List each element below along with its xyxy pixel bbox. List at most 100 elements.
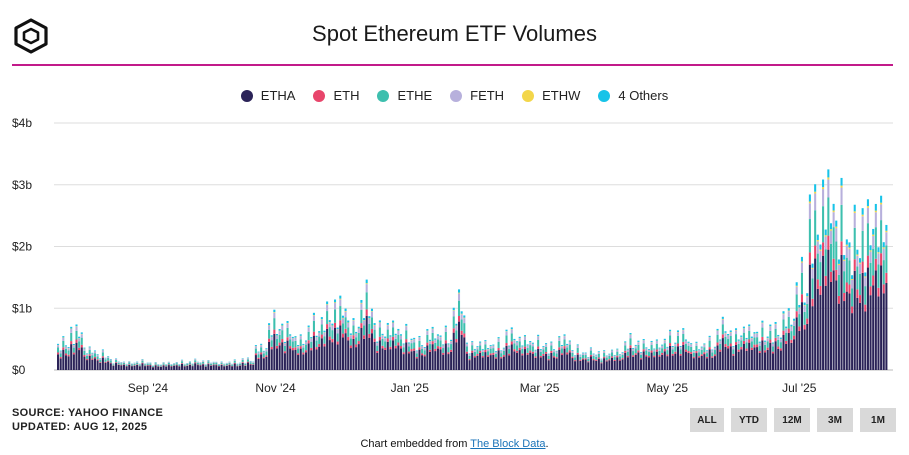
- bar-segment-others: [415, 350, 418, 352]
- bar-segment-feth: [93, 351, 96, 354]
- bar-segment-ethe: [705, 353, 709, 357]
- legend-item-ethe[interactable]: ETHE: [377, 88, 432, 103]
- bar-segment-ethe: [407, 346, 410, 352]
- bar-segment-ethe: [666, 350, 669, 355]
- bar-segment-others: [471, 341, 474, 343]
- bar-segment-feth: [299, 336, 302, 340]
- bar-segment-feth: [165, 364, 168, 366]
- range-all-button[interactable]: ALL: [690, 408, 724, 432]
- bar-segment-ethe: [645, 350, 648, 355]
- bar-segment-ethe: [199, 363, 202, 365]
- bar-segment-others: [257, 351, 260, 353]
- legend-item-feth[interactable]: FETH: [450, 88, 504, 103]
- bar-segment-ethe: [368, 323, 371, 334]
- bar-segment-others: [800, 256, 803, 262]
- bar-segment-etha: [423, 356, 426, 370]
- bar-segment-etha: [125, 366, 128, 370]
- bar-segment-others: [597, 351, 600, 353]
- bar-segment-eth: [450, 349, 453, 352]
- bar-segment-others: [558, 336, 561, 338]
- bar-segment-eth: [537, 346, 540, 349]
- bar-segment-eth: [713, 354, 716, 357]
- bar-segment-ethe: [764, 344, 767, 351]
- bar-segment-feth: [621, 353, 624, 355]
- bar-segment-etha: [822, 255, 825, 370]
- bar-segment-ethe: [761, 327, 764, 337]
- bar-segment-eth: [787, 328, 790, 333]
- bar-segment-others: [373, 323, 376, 325]
- range-1m-button[interactable]: 1M: [860, 408, 896, 432]
- bar-segment-ethe: [853, 227, 856, 260]
- bar-segment-eth: [67, 354, 70, 357]
- range-ytd-button[interactable]: YTD: [731, 408, 767, 432]
- bar-segment-eth: [508, 353, 511, 356]
- range-3m-button[interactable]: 3M: [817, 408, 853, 432]
- range-12m-button[interactable]: 12M: [774, 408, 810, 432]
- bar-segment-others: [270, 335, 273, 337]
- bar-segment-ethe: [463, 323, 466, 334]
- bar-segment-ethe: [806, 303, 809, 319]
- bar-segment-ethw: [787, 310, 790, 312]
- bar-segment-etha: [436, 348, 439, 370]
- bar-segment-ethe: [217, 364, 220, 366]
- bar-segment-etha: [816, 288, 819, 370]
- bar-segment-etha: [798, 330, 801, 370]
- bar-segment-eth: [210, 365, 213, 366]
- bar-segment-others: [872, 228, 875, 235]
- bar-segment-others: [853, 204, 856, 212]
- bar-segment-eth: [291, 347, 294, 351]
- bar-segment-ethw: [840, 185, 843, 188]
- bar-segment-others: [779, 337, 782, 339]
- bar-segment-ethe: [413, 342, 416, 349]
- legend-item-eth[interactable]: ETH: [313, 88, 359, 103]
- bar-segment-etha: [642, 351, 645, 370]
- bar-segment-etha: [183, 366, 186, 370]
- bar-segment-eth: [476, 354, 479, 356]
- bar-segment-ethe: [194, 360, 197, 363]
- bar-segment-eth: [748, 339, 751, 343]
- the-block-data-link[interactable]: The Block Data: [470, 438, 546, 450]
- bar-segment-eth: [819, 285, 822, 295]
- legend-item-others[interactable]: 4 Others: [598, 88, 668, 103]
- bar-segment-feth: [278, 331, 281, 335]
- bar-segment-ethw: [848, 247, 851, 249]
- bar-segment-others: [336, 327, 339, 330]
- bar-segment-eth: [516, 350, 519, 353]
- bar-segment-ethe: [713, 350, 716, 355]
- bar-segment-etha: [75, 342, 78, 370]
- bar-segment-ethe: [278, 334, 281, 343]
- bar-segment-eth: [832, 258, 835, 271]
- bar-segment-others: [331, 323, 334, 326]
- bar-segment-etha: [210, 365, 213, 370]
- bar-segment-etha: [837, 303, 840, 370]
- bar-segment-ethe: [405, 330, 408, 340]
- bar-segment-etha: [734, 344, 738, 370]
- bar-segment-feth: [370, 311, 373, 318]
- bar-segment-ethw: [312, 315, 315, 316]
- bar-segment-etha: [547, 360, 550, 370]
- bar-segment-eth: [539, 355, 542, 358]
- bar-segment-ethe: [611, 352, 614, 357]
- legend-item-etha[interactable]: ETHA: [240, 88, 295, 103]
- bar-segment-others: [273, 309, 276, 313]
- bar-segment-feth: [78, 338, 81, 342]
- bar-segment-eth: [434, 348, 437, 352]
- bar-segment-others: [378, 320, 381, 323]
- bar-segment-etha: [711, 357, 714, 370]
- bar-segment-eth: [676, 343, 680, 347]
- bar-segment-ethe: [384, 341, 387, 348]
- bar-segment-eth: [679, 353, 682, 356]
- bar-segment-eth: [426, 342, 429, 346]
- bar-segment-etha: [634, 354, 637, 370]
- bar-segment-feth: [489, 346, 492, 349]
- legend-item-ethw[interactable]: ETHW: [522, 88, 580, 103]
- bar-segment-feth: [616, 349, 619, 352]
- bar-segment-etha: [845, 291, 848, 370]
- bar-segment-feth: [283, 343, 286, 346]
- bar-segment-others: [866, 199, 869, 207]
- bar-segment-ethe: [444, 331, 447, 341]
- bar-segment-feth: [376, 343, 379, 346]
- bar-segment-others: [687, 341, 690, 343]
- bar-segment-feth: [774, 324, 777, 329]
- bar-segment-others: [819, 244, 822, 250]
